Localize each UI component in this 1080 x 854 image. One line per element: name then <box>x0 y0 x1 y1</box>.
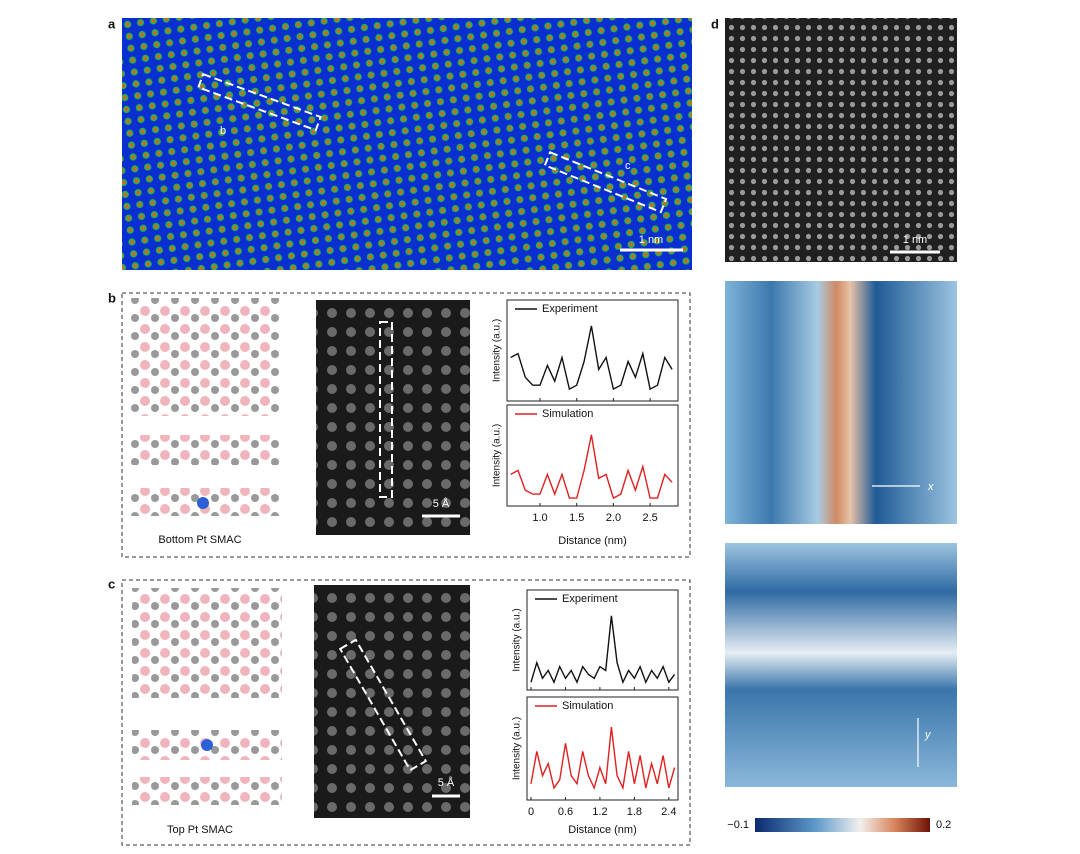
plot-frame <box>506 299 679 402</box>
y-axis-label: Intensity (a.u.) <box>512 608 523 671</box>
colorbar-label: −0.1 <box>727 819 749 831</box>
line-box <box>197 72 322 132</box>
x-tick-label: 0.6 <box>558 806 573 818</box>
x-axis-label: Distance (nm) <box>558 535 626 547</box>
atom-model <box>132 777 282 805</box>
x-tick-label: 1.5 <box>569 512 584 524</box>
panel-label: c <box>108 576 115 591</box>
panel-label: b <box>108 290 116 305</box>
strain-map <box>725 543 957 787</box>
legend-label: Experiment <box>542 303 598 315</box>
scale-label: 1 nm <box>903 234 927 246</box>
legend-label: Experiment <box>562 593 618 605</box>
panel-label: d <box>711 16 719 31</box>
panel-box <box>121 579 691 846</box>
panel-b: b Bottom Pt SMAC 5 Å <box>108 290 691 558</box>
axis-name: y <box>924 729 932 741</box>
atom-model <box>132 588 282 698</box>
scale-label: 5 Å <box>438 776 455 789</box>
plot-frame <box>506 404 679 507</box>
caption: Bottom Pt SMAC <box>158 534 241 546</box>
scale-label: 5 Å <box>433 497 450 510</box>
x-tick-label: 0 <box>528 806 534 818</box>
colorbar <box>755 818 930 832</box>
pt-atom <box>201 739 213 751</box>
x-tick-label: 2.5 <box>642 512 657 524</box>
plot-frame <box>526 696 679 801</box>
x-tick-label: 1.0 <box>532 512 547 524</box>
x-tick-label: 2.4 <box>661 806 676 818</box>
axis-name: x <box>927 481 934 493</box>
x-tick-label: 1.8 <box>627 806 642 818</box>
caption: Top Pt SMAC <box>167 824 233 836</box>
atom-model <box>130 435 280 465</box>
x-tick-label: 2.0 <box>606 512 621 524</box>
y-axis-label: Intensity (a.u.) <box>492 319 503 382</box>
panel-label: a <box>108 16 116 31</box>
plot-frame <box>526 589 679 691</box>
x-tick-label: 1.2 <box>592 806 607 818</box>
stem-image <box>122 18 692 270</box>
line-box <box>379 321 393 498</box>
marker: c <box>625 160 631 172</box>
pt-atom <box>197 497 209 509</box>
strain-map <box>725 281 957 524</box>
colorbar-label: 0.2 <box>936 819 951 831</box>
panel-box <box>121 292 691 558</box>
curve <box>530 615 676 685</box>
stem-image <box>725 18 957 262</box>
curve <box>530 727 676 791</box>
x-axis-label: Distance (nm) <box>568 824 636 836</box>
y-axis-label: Intensity (a.u.) <box>492 424 503 487</box>
atom-model <box>130 298 280 416</box>
panel-c: c Top Pt SMAC 5 Å <box>108 576 691 846</box>
y-axis-label: Intensity (a.u.) <box>512 717 523 780</box>
legend-label: Simulation <box>562 700 613 712</box>
panel-a: a b c 1 nm <box>108 16 692 270</box>
panel-d: d 1 nm x y <box>711 16 957 832</box>
curve <box>510 325 673 391</box>
scale-label: 1 nm <box>639 234 663 246</box>
curve <box>510 434 673 500</box>
line-box <box>543 150 668 214</box>
line-box <box>338 638 428 772</box>
legend-label: Simulation <box>542 408 593 420</box>
marker: b <box>220 125 226 137</box>
